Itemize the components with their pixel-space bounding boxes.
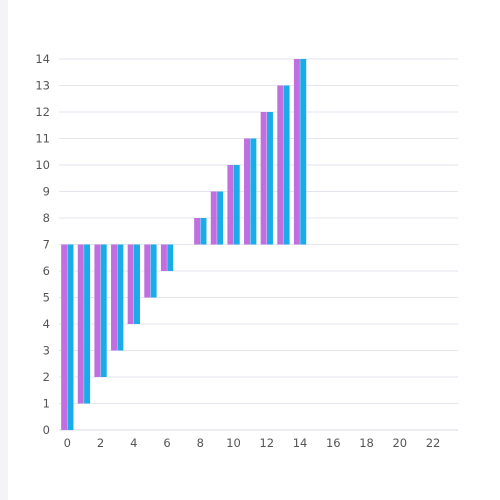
x-tick-label: 8 [197, 436, 204, 450]
bar-series-1-x-14[interactable] [293, 59, 300, 245]
y-tick-label: 0 [43, 423, 50, 437]
bar-series-1-x-10[interactable] [227, 165, 234, 245]
bar-series-1-x-4[interactable] [127, 244, 134, 325]
x-tick-label: 0 [64, 436, 71, 450]
bar-series-2-x-4[interactable] [133, 244, 140, 325]
y-tick-label: 2 [43, 370, 50, 384]
x-tick-label: 4 [130, 436, 137, 450]
y-tick-label: 10 [35, 158, 50, 172]
x-tick-label: 12 [259, 436, 274, 450]
x-tick-label: 22 [426, 436, 441, 450]
bar-series-2-x-10[interactable] [233, 165, 240, 245]
bar-series-1-x-13[interactable] [277, 85, 284, 245]
bar-series-2-x-3[interactable] [117, 244, 124, 351]
y-tick-label: 14 [35, 52, 50, 66]
y-tick-label: 9 [43, 185, 50, 199]
bar-series-1-x-0[interactable] [61, 244, 68, 431]
bar-series-2-x-0[interactable] [67, 244, 74, 431]
x-tick-label: 10 [226, 436, 241, 450]
x-tick-label: 14 [293, 436, 308, 450]
bar-series-1-x-6[interactable] [160, 244, 167, 272]
x-tick-label: 18 [359, 436, 374, 450]
y-tick-label: 11 [35, 132, 50, 146]
x-tick-label: 20 [392, 436, 407, 450]
y-tick-label: 5 [43, 291, 50, 305]
bar-series-1-x-1[interactable] [77, 244, 84, 404]
bar-series-1-x-2[interactable] [94, 244, 101, 378]
y-tick-label: 4 [43, 317, 50, 331]
bar-series-1-x-11[interactable] [244, 138, 251, 245]
bar-series-2-x-5[interactable] [150, 244, 157, 298]
bar-series-1-x-9[interactable] [210, 191, 217, 245]
bar-series-2-x-8[interactable] [200, 218, 207, 245]
x-tick-label: 2 [97, 436, 104, 450]
y-tick-label: 1 [43, 397, 50, 411]
y-tick-label: 6 [43, 264, 50, 278]
y-tick-label: 13 [35, 79, 50, 93]
bar-series-2-x-9[interactable] [217, 191, 224, 245]
bar-series-2-x-6[interactable] [167, 244, 174, 272]
bar-series-2-x-11[interactable] [250, 138, 257, 245]
x-tick-label: 16 [326, 436, 341, 450]
bar-series-2-x-12[interactable] [266, 112, 273, 245]
bar-series-1-x-12[interactable] [260, 112, 267, 245]
y-tick-label: 12 [35, 105, 50, 119]
bar-series-1-x-3[interactable] [111, 244, 118, 351]
bar-series-2-x-14[interactable] [300, 59, 307, 245]
x-tick-label: 6 [163, 436, 170, 450]
bar-series-2-x-2[interactable] [100, 244, 107, 378]
grid-lines [59, 58, 458, 431]
bar-series-2-x-13[interactable] [283, 85, 290, 245]
y-tick-label: 7 [43, 238, 50, 252]
y-tick-label: 3 [43, 344, 50, 358]
bar-series-2-x-1[interactable] [84, 244, 91, 404]
y-tick-label: 8 [43, 211, 50, 225]
bars [61, 59, 307, 431]
bar-series-1-x-8[interactable] [194, 218, 201, 245]
bar-series-1-x-5[interactable] [144, 244, 151, 298]
x-axis-ticks: 0 2 4 6 8 10 12 14 16 18 20 22 [64, 436, 441, 450]
